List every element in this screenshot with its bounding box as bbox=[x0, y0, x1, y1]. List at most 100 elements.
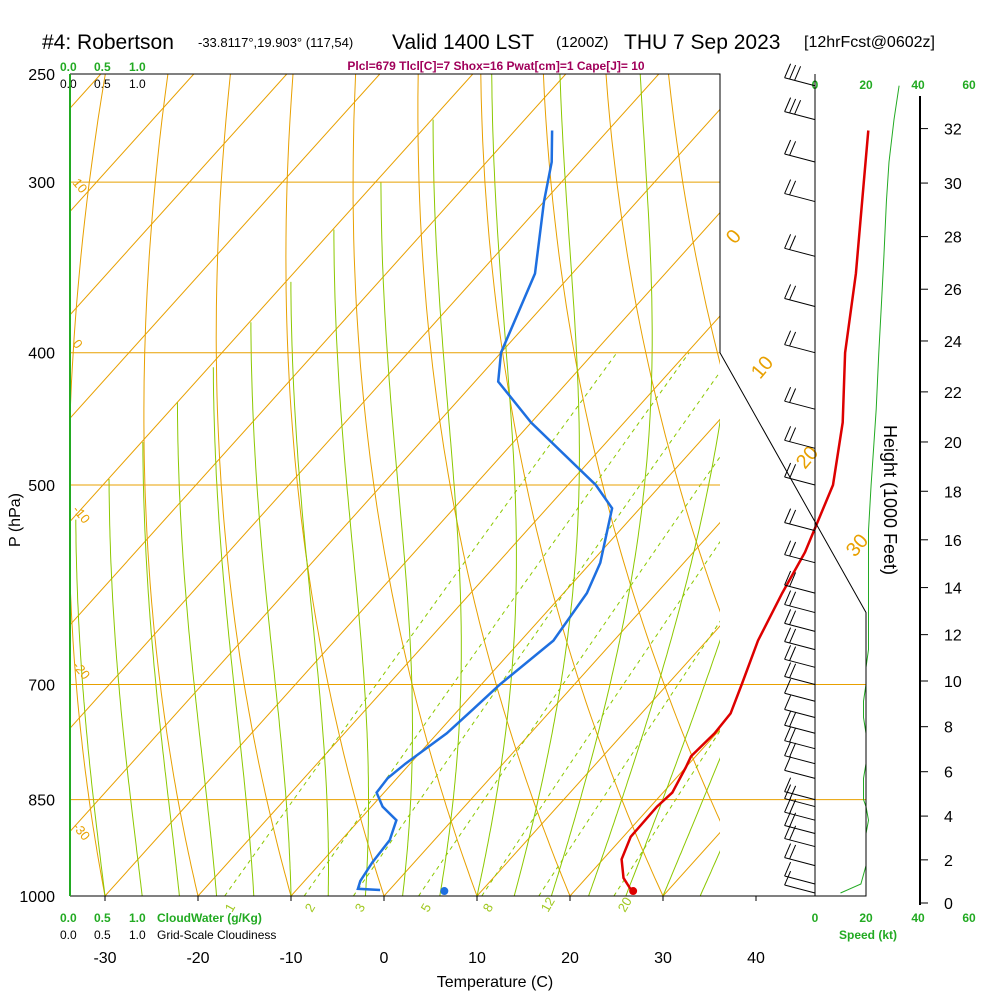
height-tick-label: 6 bbox=[944, 765, 953, 782]
wind-barb-flag bbox=[784, 645, 792, 660]
wind-barb-flag bbox=[784, 741, 792, 756]
wind-barb-flag bbox=[784, 843, 792, 858]
wind-barb-staff bbox=[784, 476, 816, 486]
height-tick-label: 32 bbox=[944, 122, 962, 139]
bottom-cloudwater-label: CloudWater (g/Kg) bbox=[157, 911, 262, 925]
wind-barb-flag bbox=[784, 662, 792, 677]
wind-barb-staff bbox=[784, 153, 816, 163]
wind-barb-flag bbox=[784, 426, 792, 441]
top-cloudwater-tick: 0.0 bbox=[60, 60, 77, 74]
height-tick-label: 22 bbox=[944, 385, 962, 402]
isotherm-line bbox=[383, 521, 720, 896]
mixing-ratio-line bbox=[418, 456, 720, 896]
dry-adiabat-line bbox=[215, 74, 292, 896]
wind-barb-flag bbox=[789, 610, 797, 625]
wind-barb-flag bbox=[789, 388, 797, 403]
bottom-speed-tick: 40 bbox=[911, 911, 925, 925]
moist-adiabat-line bbox=[625, 639, 720, 896]
moist-adiabat-line bbox=[250, 322, 292, 896]
pressure-tick-label: 250 bbox=[28, 67, 55, 84]
wind-barb-flag bbox=[789, 727, 797, 743]
mixing-ratio-label: 2 bbox=[302, 901, 319, 915]
wind-barb-flag bbox=[789, 464, 797, 479]
moist-adiabat-line bbox=[212, 367, 255, 896]
wind-barb-flag bbox=[789, 541, 797, 557]
wind-barb-flag bbox=[784, 387, 792, 402]
height-tick-label: 18 bbox=[944, 484, 962, 501]
height-tick-label: 16 bbox=[944, 533, 962, 550]
top-cloudwater-tick: 0.5 bbox=[94, 60, 111, 74]
dry-adiabat-line bbox=[143, 74, 199, 896]
moist-adiabat-line bbox=[142, 441, 180, 896]
top-cloudiness-scale: 0.0 0.5 1.0 bbox=[60, 77, 146, 91]
wind-barb-flag bbox=[789, 628, 797, 644]
mixing-ratio-line bbox=[224, 352, 618, 896]
wind-barb-staff bbox=[784, 875, 816, 885]
dewpoint-line bbox=[356, 130, 614, 892]
mixing-ratio-label: 12 bbox=[538, 894, 558, 914]
mixing-ratio-label: 8 bbox=[480, 901, 497, 915]
plot-frame bbox=[70, 73, 867, 897]
wind-barb-staff bbox=[784, 641, 816, 651]
wind-barb-flag bbox=[784, 284, 792, 299]
wind-barb-staff bbox=[784, 658, 816, 668]
mixing-ratio-line bbox=[481, 541, 720, 896]
wind-barb-flag bbox=[789, 591, 797, 607]
height-tick-label: 12 bbox=[944, 628, 962, 645]
header-coords: -33.8117°,19.903° (117,54) bbox=[198, 35, 353, 50]
wind-barb-staff bbox=[784, 111, 816, 121]
isotherm-label: -10 bbox=[70, 502, 94, 526]
wind-barb-flag bbox=[784, 97, 792, 112]
wind-barb-staff bbox=[784, 584, 816, 594]
wind-barb-staff bbox=[784, 825, 816, 835]
mixing-ratio-line bbox=[303, 352, 690, 896]
bottom-cloudwater-tick: 0.0 bbox=[60, 911, 77, 925]
dry-adiabat-label: 10 bbox=[747, 352, 778, 383]
wind-barb-flag bbox=[789, 427, 797, 442]
wind-barb-staff bbox=[784, 692, 816, 702]
wind-barb-staff bbox=[784, 344, 816, 354]
bottom-cloudiness-tick: 1.0 bbox=[129, 928, 146, 942]
isotherm-line bbox=[849, 74, 1000, 896]
wind-barb-staff bbox=[784, 857, 816, 867]
top-cloudwater-scale: 0.0 0.5 1.0 bbox=[60, 60, 146, 74]
wind-barb-flag bbox=[789, 180, 797, 196]
header-date: THU 7 Sep 2023 bbox=[624, 31, 780, 54]
wind-barb-flag bbox=[784, 609, 792, 624]
isotherm-label: 0 bbox=[70, 336, 86, 351]
wind-barb-flag bbox=[789, 285, 797, 300]
sounding-indices: Plcl=679 Tlcl[C]=7 Shox=16 Pwat[cm]=1 Ca… bbox=[347, 59, 644, 73]
moist-adiabat-line bbox=[380, 182, 413, 896]
moist-adiabat-line bbox=[333, 229, 369, 896]
wind-barb-staff bbox=[784, 604, 816, 614]
top-cloudiness-tick: 0.5 bbox=[94, 77, 111, 91]
moist-adiabat-line bbox=[588, 418, 720, 896]
dry-adiabat-line bbox=[856, 74, 1000, 896]
wind-barb-staff bbox=[784, 724, 816, 734]
wind-speed-line bbox=[840, 85, 900, 894]
wind-barb-staff bbox=[784, 811, 816, 821]
dry-adiabat-line bbox=[70, 74, 106, 896]
top-cloudiness-tick: 1.0 bbox=[129, 77, 146, 91]
wind-barb-flag bbox=[784, 784, 792, 799]
mixing-ratio-line bbox=[613, 729, 720, 896]
wind-barb-staff bbox=[784, 740, 816, 750]
wind-barb-staff bbox=[784, 247, 816, 257]
height-tick-label: 28 bbox=[944, 230, 962, 247]
wind-barb-flag bbox=[784, 139, 792, 155]
height-tick-label: 0 bbox=[944, 896, 953, 913]
top-speed-tick: 20 bbox=[859, 78, 873, 92]
pressure-tick-label: 850 bbox=[28, 793, 55, 810]
wind-barb-staff bbox=[784, 755, 816, 765]
temperature-tick-label: 20 bbox=[561, 950, 579, 967]
wind-barb-flag bbox=[784, 756, 792, 771]
wind-barb-staff bbox=[784, 798, 816, 808]
isotherm-label: -30 bbox=[70, 819, 94, 843]
pressure-tick-label: 1000 bbox=[19, 889, 55, 906]
wind-barb-flag bbox=[789, 64, 797, 80]
wind-barb-flag bbox=[789, 785, 797, 801]
moist-adiabat-line bbox=[476, 74, 517, 896]
wind-barb-staff bbox=[784, 676, 816, 685]
moist-adiabat-line bbox=[432, 119, 462, 896]
